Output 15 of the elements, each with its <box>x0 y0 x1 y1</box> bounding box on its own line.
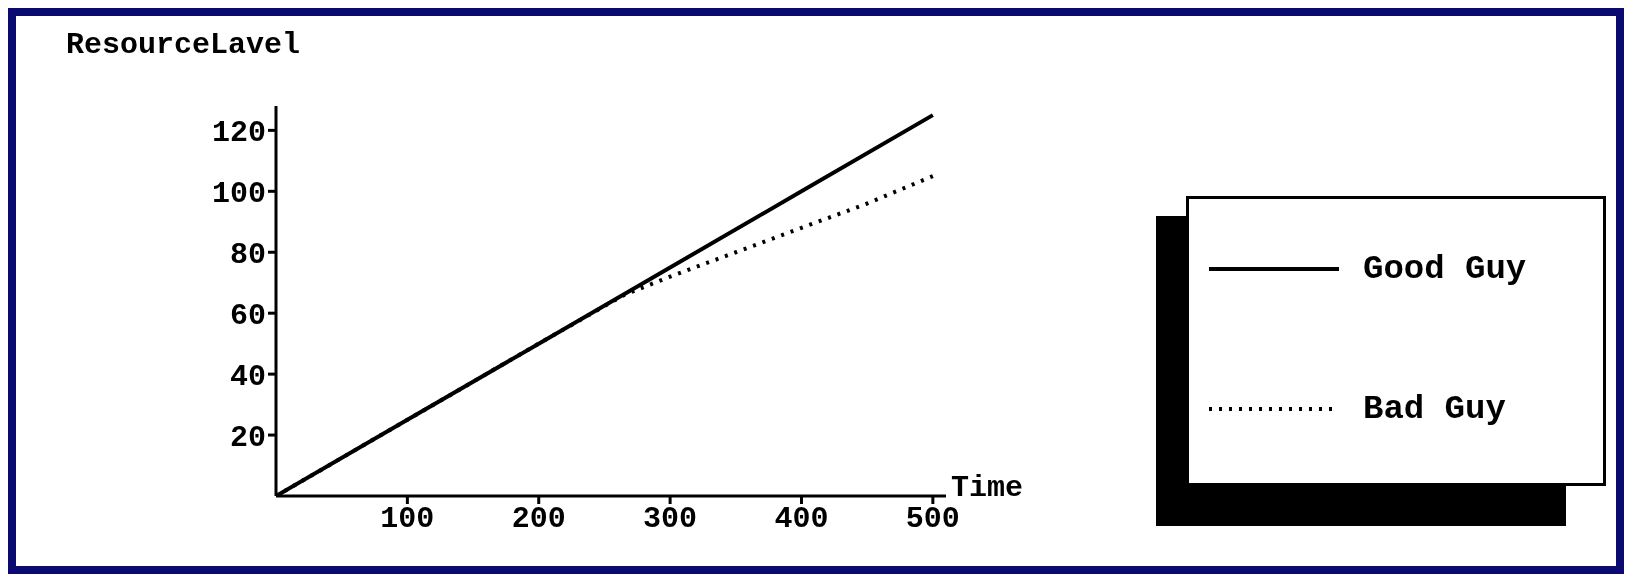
x-tick-label: 300 <box>643 502 698 537</box>
x-axis-title: Time <box>951 471 1024 505</box>
x-tick-label: 200 <box>511 502 566 537</box>
legend-label: Bad Guy <box>1363 390 1506 428</box>
legend-label: Good Guy <box>1363 250 1527 288</box>
x-tick-label: 100 <box>380 502 435 537</box>
y-tick-label: 20 <box>229 420 266 455</box>
y-tick-label: 100 <box>211 176 266 211</box>
x-tick-label: 400 <box>774 502 829 537</box>
y-axis-title: ResourceLavel <box>66 28 301 62</box>
y-tick-label: 120 <box>211 116 266 151</box>
y-tick-label: 80 <box>229 237 266 272</box>
x-tick-label: 500 <box>905 502 960 537</box>
y-tick-label: 60 <box>229 298 266 333</box>
y-tick-label: 40 <box>229 359 266 394</box>
